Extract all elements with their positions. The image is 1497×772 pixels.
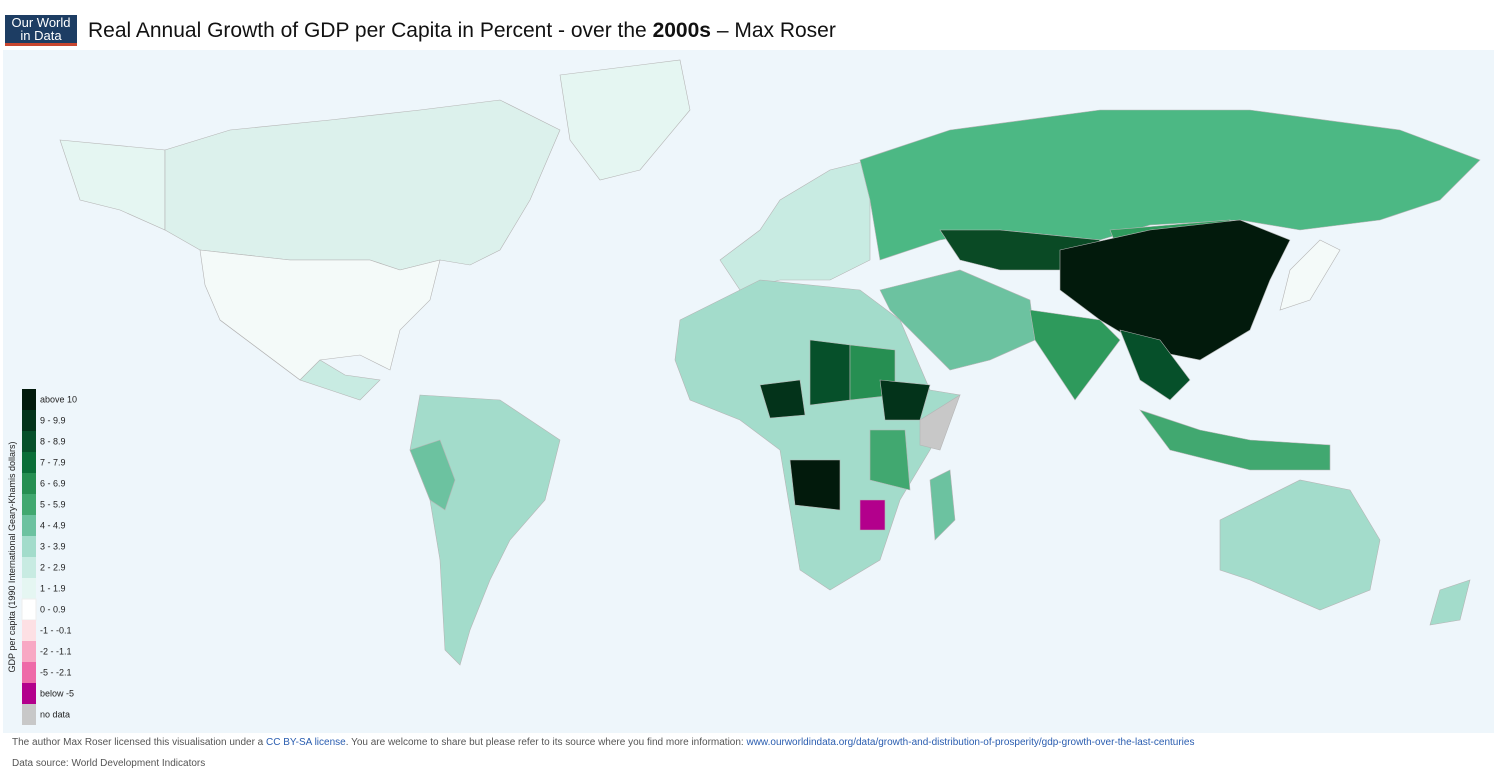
legend-swatch — [22, 536, 36, 557]
legend-swatch — [22, 620, 36, 641]
region[interactable] — [759, 379, 806, 419]
region[interactable] — [1059, 219, 1291, 361]
legend-swatch — [22, 389, 36, 410]
legend-swatch — [22, 578, 36, 599]
legend-label: 7 - 7.9 — [40, 458, 66, 468]
legend-swatch — [22, 410, 36, 431]
legend-swatch — [22, 431, 36, 452]
title-text: – Max Roser — [710, 19, 836, 42]
legend-label: 1 - 1.9 — [40, 584, 66, 594]
legend-label: 4 - 4.9 — [40, 521, 66, 531]
map: above 10 9 - 9.9 8 - 8.9 7 - 7.9 6 - 6.9 5 - … — [3, 50, 1494, 733]
region[interactable] — [919, 394, 961, 451]
countries — [59, 59, 1481, 666]
license-link[interactable]: CC BY-SA license — [266, 737, 346, 748]
region[interactable] — [1139, 409, 1331, 471]
region[interactable] — [1029, 309, 1121, 401]
region[interactable] — [929, 469, 956, 541]
legend-label: -5 - -2.1 — [40, 668, 72, 678]
legend-label: 6 - 6.9 — [40, 479, 66, 489]
legend-label: 3 - 3.9 — [40, 542, 66, 552]
legend-label: above 10 — [40, 395, 77, 405]
license-note: The author Max Roser licensed this visua… — [12, 737, 1194, 748]
region[interactable] — [1219, 479, 1381, 611]
legend-label: 2 - 2.9 — [40, 563, 66, 573]
region[interactable] — [409, 439, 456, 511]
legend-label: -1 - -0.1 — [40, 626, 72, 636]
data-source: Data source: World Development Indicator… — [12, 758, 206, 769]
legend-swatch — [21, 598, 37, 621]
logo-line: in Data — [20, 28, 62, 43]
legend-swatch — [22, 662, 36, 683]
legend-swatch — [22, 494, 36, 515]
region[interactable] — [789, 459, 841, 511]
region[interactable] — [859, 499, 886, 531]
footer-text: . You are welcome to share but please re… — [345, 737, 747, 748]
region[interactable] — [59, 139, 166, 231]
legend-swatch — [22, 557, 36, 578]
legend-label: below -5 — [40, 689, 74, 699]
logo-line: Our World — [11, 15, 71, 30]
legend-swatch — [22, 641, 36, 662]
legend-swatch — [22, 704, 36, 725]
legend-label: -2 - -1.1 — [40, 647, 72, 657]
region[interactable] — [869, 429, 911, 491]
footer-text: The author Max Roser licensed this visua… — [12, 737, 267, 748]
legend-swatch — [22, 473, 36, 494]
title-emph: 2000s — [652, 19, 711, 42]
region[interactable] — [219, 319, 381, 401]
legend-label: no data — [40, 710, 70, 720]
legend-label: 8 - 8.9 — [40, 437, 66, 447]
source-link[interactable]: www.ourworldindata.org/data/growth-and-d… — [746, 737, 1195, 748]
region[interactable] — [1279, 239, 1341, 311]
legend-label: 0 - 0.9 — [40, 605, 66, 615]
legend-swatch — [22, 515, 36, 536]
legend-label: 5 - 5.9 — [40, 500, 66, 510]
legend-label: 9 - 9.9 — [40, 416, 66, 426]
logo[interactable]: Our World in Data — [5, 15, 77, 46]
legend-title: GDP per capita (1990 International Geary… — [7, 442, 17, 673]
legend-swatch — [22, 452, 36, 473]
region[interactable] — [859, 109, 1481, 261]
title: Real Annual Growth of GDP per Capita in … — [88, 19, 836, 43]
legend: above 10 9 - 9.9 8 - 8.9 7 - 7.9 6 - 6.9 5 - … — [7, 389, 77, 725]
region[interactable] — [559, 59, 691, 181]
region[interactable] — [1119, 329, 1191, 401]
title-text: Real Annual Growth of GDP per Capita in … — [88, 19, 653, 42]
region[interactable] — [1429, 579, 1471, 626]
legend-swatch — [22, 683, 36, 704]
region[interactable] — [809, 339, 851, 406]
